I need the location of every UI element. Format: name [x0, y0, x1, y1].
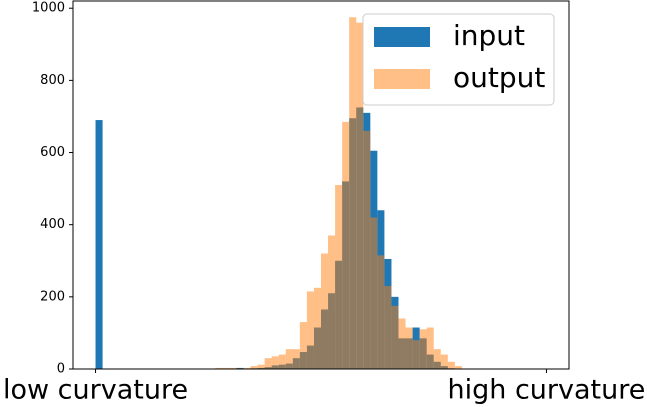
legend-swatch	[374, 69, 430, 89]
x-tick-label: low curvature	[3, 375, 188, 406]
bar	[349, 17, 357, 370]
bar	[285, 349, 293, 369]
legend-swatch	[374, 27, 430, 47]
y-tick-label: 1000	[32, 1, 65, 16]
bar	[447, 361, 455, 369]
bar	[356, 22, 364, 369]
plot-frame	[72, 0, 570, 370]
bar	[440, 354, 448, 369]
bar	[321, 253, 329, 369]
y-tick-label: 0	[57, 362, 65, 377]
bar	[243, 367, 251, 369]
bar	[250, 366, 258, 369]
bar	[328, 235, 336, 369]
bar	[377, 255, 385, 369]
y-tick-label: 600	[40, 145, 65, 160]
x-tick-label: high curvature	[448, 375, 646, 406]
bar	[278, 354, 286, 369]
bar	[405, 327, 413, 369]
bar	[412, 340, 420, 369]
legend-label: output	[453, 61, 545, 94]
legend-label: input	[453, 19, 525, 52]
bar	[363, 130, 371, 369]
y-tick-label: 400	[40, 217, 65, 232]
bar	[306, 291, 314, 369]
bar	[454, 366, 462, 369]
bar	[384, 286, 392, 369]
bar	[229, 367, 237, 369]
bar	[391, 305, 399, 369]
y-tick-label: 800	[40, 73, 65, 88]
bar	[271, 356, 279, 369]
bar	[292, 349, 300, 369]
y-tick-label: 200	[40, 289, 65, 304]
bar	[370, 217, 378, 369]
bar	[257, 364, 265, 369]
bar	[313, 287, 321, 369]
bar	[398, 318, 406, 369]
bar	[433, 349, 441, 369]
bar	[342, 121, 350, 369]
bar	[335, 185, 343, 369]
bar	[419, 329, 427, 369]
bar	[264, 358, 272, 369]
bar	[215, 367, 223, 369]
bar	[222, 367, 230, 369]
bar	[299, 322, 307, 369]
bar	[426, 327, 434, 369]
bar	[95, 120, 103, 369]
